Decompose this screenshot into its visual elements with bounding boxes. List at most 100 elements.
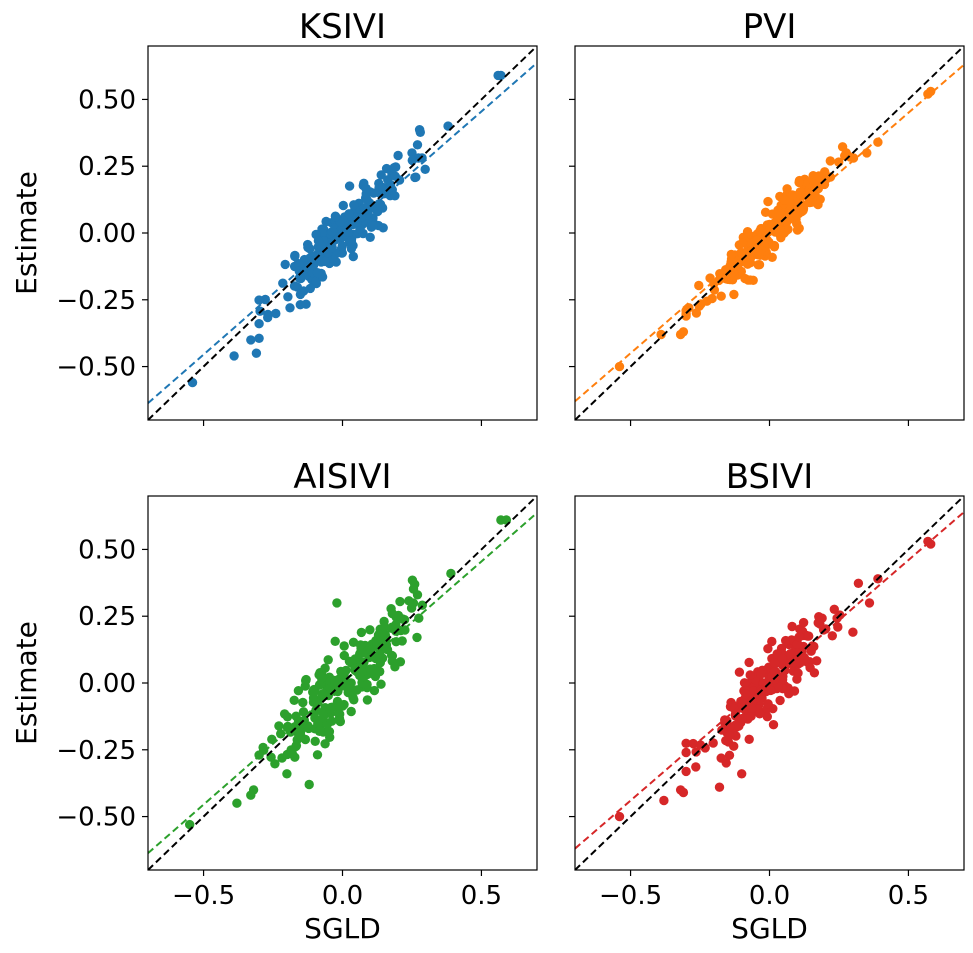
data-point [614,811,625,822]
data-point [797,649,807,659]
data-point [798,617,809,628]
x-tick-label: 0.0 [749,881,790,911]
data-point [280,259,290,270]
data-point [745,670,755,680]
data-point [827,631,837,641]
data-point [420,164,430,174]
y-tick-label: 0.25 [78,152,136,182]
data-point [734,667,745,677]
y-tick-label: −0.50 [56,353,136,383]
data-point [744,657,754,668]
data-point [395,596,405,607]
panel-bsivi: −0.5 0.0 0.5 BSIVI SGLD [569,457,965,945]
data-point [365,664,375,674]
data-point [355,640,366,650]
data-point [763,644,773,654]
data-point [784,197,795,208]
data-point [411,172,421,182]
data-point [782,184,792,194]
y-tick-label: −0.50 [56,803,136,833]
data-point [744,734,754,744]
x-axis-label: SGLD [304,912,381,945]
data-point [271,308,281,319]
data-point [356,627,367,638]
data-point [724,730,735,741]
data-point [763,699,773,709]
data-point [729,741,739,751]
data-point [787,658,797,668]
data-point [691,747,701,757]
data-point [332,598,342,608]
data-point [848,627,858,637]
data-point [326,702,336,713]
data-point [349,200,359,210]
data-point [414,613,424,623]
data-point [320,256,330,267]
data-point [386,604,396,614]
data-point [737,769,747,779]
data-point [493,70,503,81]
data-point [298,286,309,296]
y-tick-label: −0.25 [56,736,136,766]
data-point [833,622,843,632]
data-point [391,620,401,630]
x-tick-label: 0.5 [888,881,929,911]
data-point [346,236,357,246]
data-point [778,671,788,682]
data-point [368,221,378,231]
data-point [837,142,848,152]
data-point [338,200,348,211]
data-point [289,281,300,291]
data-point [285,303,295,313]
data-point [864,598,875,608]
identity-line [148,496,537,870]
data-point [339,650,349,661]
data-point [339,641,349,651]
data-point [678,787,689,798]
data-point [741,689,751,699]
data-point [787,190,798,200]
panel-aisivi: −0.5 0.0 0.5 −0.50 −0.25 0.00 0.25 0.50 AISIVI SG… [10,457,538,945]
data-point [361,189,371,199]
data-point [741,258,752,268]
x-axis-label: SGLD [731,912,808,945]
data-point [737,238,748,248]
data-point [729,704,740,714]
data-point [407,148,417,158]
data-point [246,790,256,800]
data-point [768,720,779,730]
data-point [381,163,392,174]
data-point [344,181,355,191]
data-point [412,140,423,150]
data-point [404,596,414,606]
panel-title: BSIVI [726,457,814,497]
data-point [691,762,701,772]
data-point [320,739,330,749]
data-point [781,635,791,646]
data-point [378,183,388,193]
data-point [756,669,766,679]
panel-pvi: PVI [569,7,965,426]
data-point [795,658,805,668]
plot-area [148,46,537,420]
data-point [840,151,850,161]
data-point [310,736,320,746]
data-point [246,335,256,345]
data-point [330,636,340,646]
x-tick-label: −0.5 [599,881,662,911]
data-point [335,716,345,727]
data-point [656,329,666,340]
data-point [726,249,736,260]
panel-title: KSIVI [299,7,386,47]
data-point [707,293,717,304]
x-tick-label: 0.5 [461,881,502,911]
panel-title: AISIVI [293,457,391,497]
data-point [746,703,757,713]
y-tick-label: 0.25 [78,602,136,632]
data-point [316,673,327,683]
data-point [389,163,399,173]
data-point [742,227,753,237]
data-point [681,738,691,748]
data-point [291,741,301,752]
